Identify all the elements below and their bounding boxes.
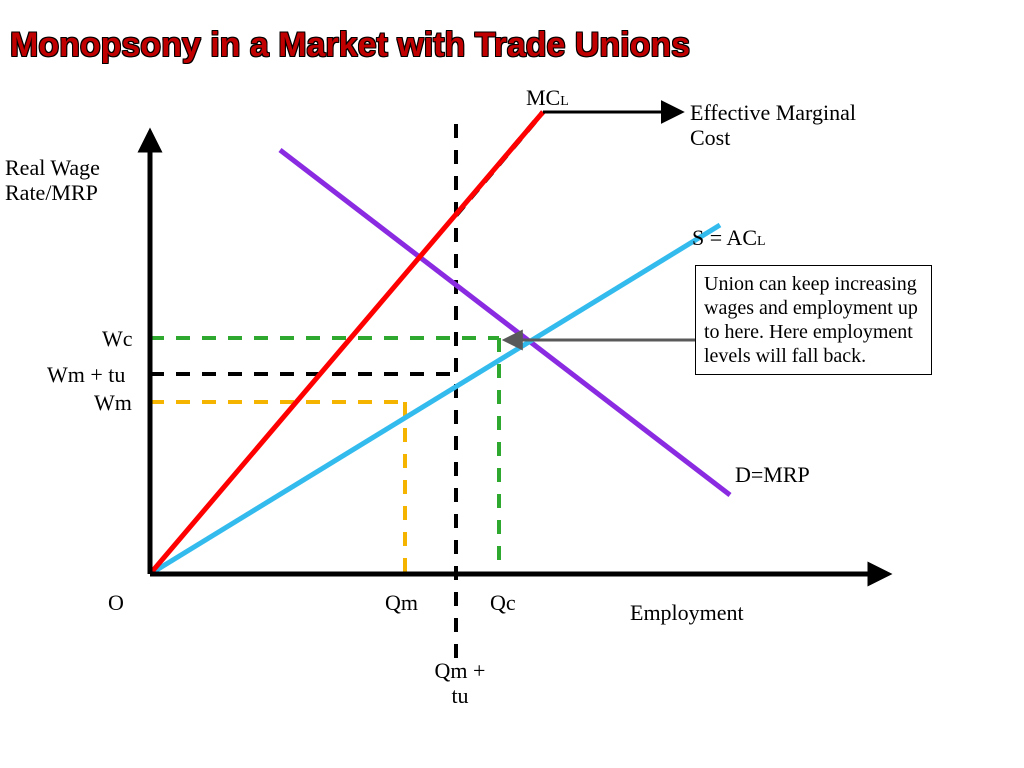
supply-label: S = ACLS = ACL <box>692 225 766 250</box>
x-axis-label: Employment <box>630 600 744 625</box>
effective-mc-label: Effective Marginal Cost <box>690 100 870 151</box>
y-axis-label: Real Wage Rate/MRP <box>5 155 125 206</box>
demand-label: D=MRP <box>735 462 810 487</box>
mc-line <box>150 112 543 574</box>
supply-line <box>150 225 720 574</box>
wm-label: Wm <box>94 390 132 415</box>
qm-label: Qm <box>385 590 418 615</box>
wmtu-label: Wm + tu <box>47 362 125 387</box>
mcl-label: MCLMCL <box>526 85 569 110</box>
annotation-box: Union can keep increasing wages and empl… <box>695 265 932 375</box>
wc-label: Wc <box>102 326 133 351</box>
qmtu-label: Qm + tu <box>430 658 490 709</box>
monopsony-diagram <box>0 0 1024 768</box>
demand-line <box>280 150 730 495</box>
origin-label: O <box>108 590 124 615</box>
qc-label: Qc <box>490 590 516 615</box>
